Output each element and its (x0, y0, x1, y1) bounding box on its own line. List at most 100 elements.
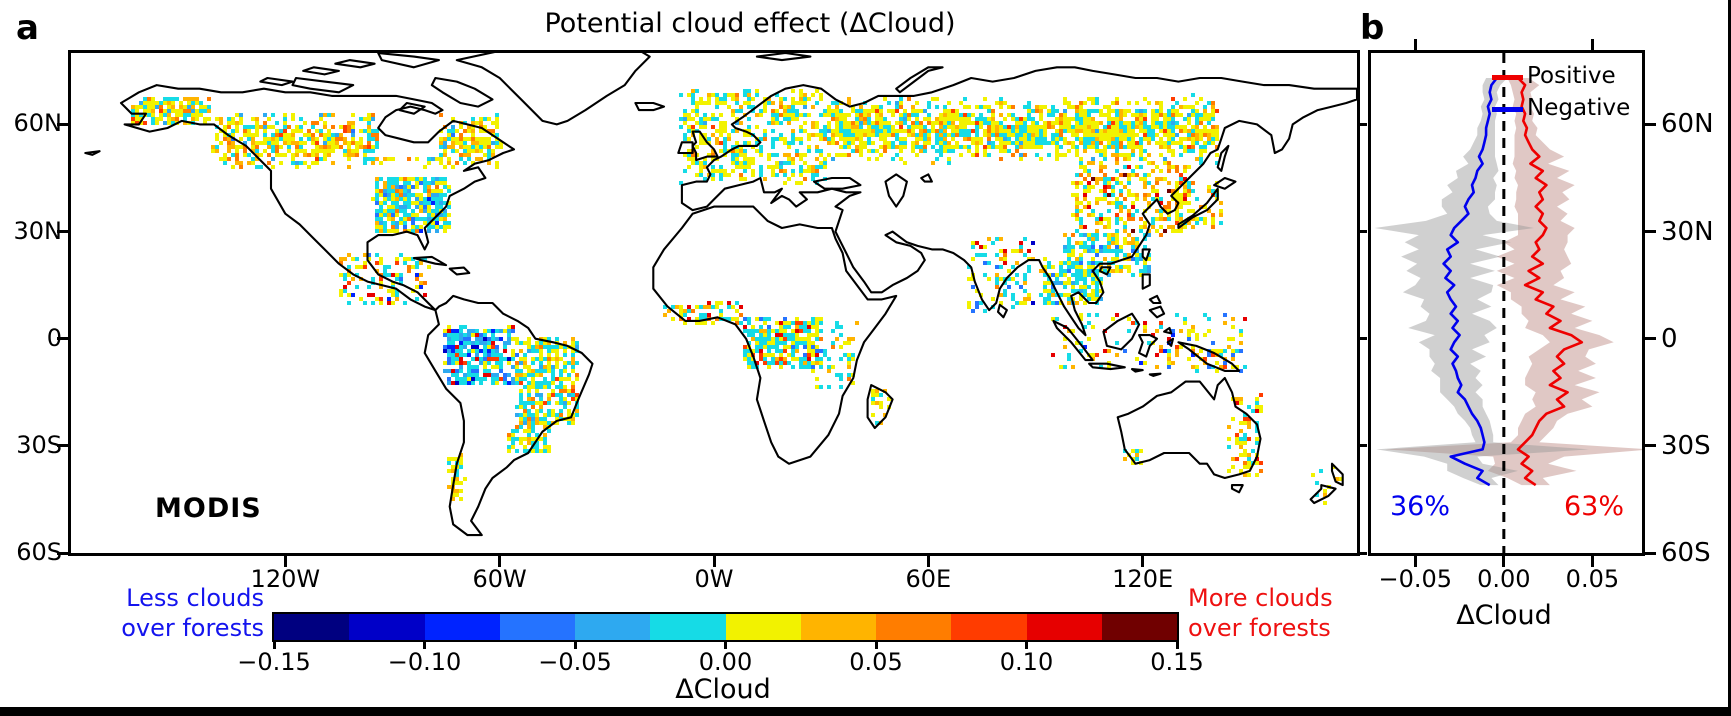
data-pixel (547, 345, 551, 349)
data-pixel (203, 105, 207, 109)
data-pixel (951, 129, 955, 133)
data-pixel (431, 157, 435, 161)
data-pixel (763, 101, 767, 105)
data-pixel (679, 181, 683, 185)
data-pixel (367, 129, 371, 133)
data-pixel (1159, 145, 1163, 149)
data-pixel (451, 457, 455, 461)
data-pixel (763, 133, 767, 137)
data-pixel (507, 357, 511, 361)
data-pixel (1075, 153, 1079, 157)
data-pixel (1219, 213, 1223, 217)
data-pixel (983, 145, 987, 149)
data-pixel (699, 141, 703, 145)
data-pixel (795, 137, 799, 141)
data-pixel (495, 113, 499, 117)
data-pixel (1023, 137, 1027, 141)
data-pixel (1027, 145, 1031, 149)
data-pixel (391, 209, 395, 213)
data-pixel (183, 113, 187, 117)
data-pixel (451, 469, 455, 473)
data-pixel (1099, 153, 1103, 157)
data-pixel (911, 121, 915, 125)
data-pixel (975, 141, 979, 145)
data-pixel (1023, 141, 1027, 145)
data-pixel (1143, 137, 1147, 141)
data-pixel (943, 109, 947, 113)
data-pixel (783, 161, 787, 165)
data-pixel (1175, 113, 1179, 117)
data-pixel (795, 153, 799, 157)
data-pixel (935, 157, 939, 161)
data-pixel (959, 101, 963, 105)
data-pixel (351, 113, 355, 117)
data-pixel (447, 145, 451, 149)
data-pixel (343, 129, 347, 133)
data-pixel (735, 161, 739, 165)
data-pixel (291, 141, 295, 145)
data-pixel (575, 393, 579, 397)
data-pixel (399, 209, 403, 213)
data-pixel (219, 141, 223, 145)
data-pixel (1083, 145, 1087, 149)
data-pixel (1099, 129, 1103, 133)
data-pixel (167, 121, 171, 125)
data-pixel (435, 193, 439, 197)
data-pixel (551, 381, 555, 385)
data-pixel (775, 109, 779, 113)
data-pixel (419, 281, 423, 285)
data-pixel (999, 101, 1003, 105)
data-pixel (783, 97, 787, 101)
data-pixel (1035, 105, 1039, 109)
data-pixel (843, 117, 847, 121)
data-pixel (1079, 141, 1083, 145)
data-pixel (1175, 217, 1179, 221)
data-pixel (271, 113, 275, 117)
data-pixel (491, 149, 495, 153)
data-pixel (423, 201, 427, 205)
data-pixel (831, 113, 835, 117)
data-pixel (371, 117, 375, 121)
data-pixel (287, 145, 291, 149)
data-pixel (911, 141, 915, 145)
data-pixel (315, 161, 319, 165)
data-pixel (723, 97, 727, 101)
data-pixel (271, 137, 275, 141)
data-pixel (159, 113, 163, 117)
data-pixel (1179, 197, 1183, 201)
data-pixel (1027, 125, 1031, 129)
data-pixel (447, 345, 451, 349)
data-pixel (435, 177, 439, 181)
data-pixel (291, 113, 295, 117)
data-pixel (823, 133, 827, 137)
data-pixel (1111, 177, 1115, 181)
data-pixel (407, 193, 411, 197)
data-pixel (711, 165, 715, 169)
data-pixel (463, 161, 467, 165)
data-pixel (1087, 117, 1091, 121)
data-pixel (507, 433, 511, 437)
data-pixel (723, 93, 727, 97)
data-pixel (375, 189, 379, 193)
data-pixel (1147, 141, 1151, 145)
data-pixel (871, 141, 875, 145)
data-pixel (935, 141, 939, 145)
data-pixel (959, 117, 963, 121)
data-pixel (795, 109, 799, 113)
data-pixel (383, 189, 387, 193)
data-pixel (563, 397, 567, 401)
data-pixel (955, 141, 959, 145)
data-pixel (411, 217, 415, 221)
data-pixel (715, 93, 719, 97)
data-pixel (443, 221, 447, 225)
data-pixel (1091, 109, 1095, 113)
data-pixel (1087, 133, 1091, 137)
data-pixel (1075, 257, 1079, 261)
data-pixel (931, 161, 935, 165)
data-pixel (735, 101, 739, 105)
data-pixel (1119, 109, 1123, 113)
data-pixel (395, 277, 399, 281)
data-pixel (907, 133, 911, 137)
data-pixel (291, 161, 295, 165)
